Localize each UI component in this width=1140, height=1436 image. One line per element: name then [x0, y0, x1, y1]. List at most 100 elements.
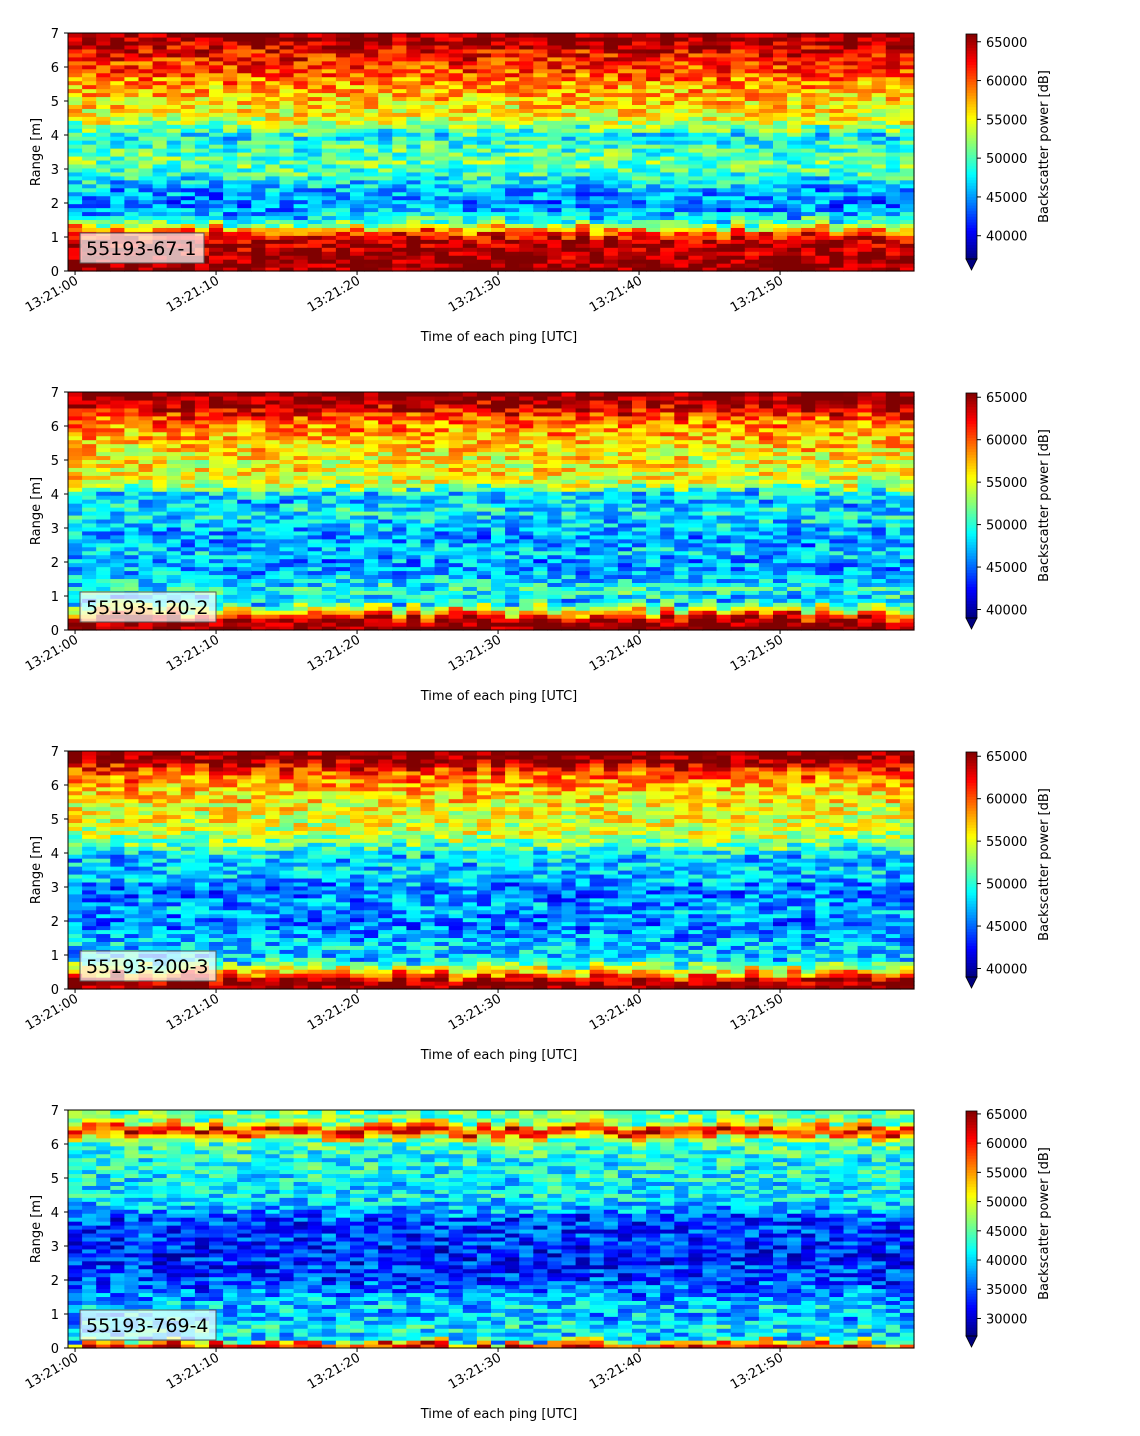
heatmap-cell	[166, 471, 182, 476]
heatmap-cell	[265, 155, 281, 161]
heatmap-cell	[307, 33, 323, 38]
heatmap-cell	[364, 215, 379, 221]
heatmap-cell	[350, 136, 365, 141]
heatmap-cell	[110, 40, 125, 46]
heatmap-cell	[505, 76, 520, 82]
heatmap-cell	[787, 259, 802, 264]
x-axis-label: Time of each ping [UTC]	[420, 330, 578, 345]
heatmap-cell	[180, 499, 196, 504]
heatmap-cell	[265, 602, 281, 607]
heatmap-cell	[533, 132, 548, 137]
heatmap-cell	[533, 235, 548, 240]
heatmap-cell	[462, 187, 478, 193]
heatmap-cell	[589, 231, 605, 236]
heatmap-cell	[335, 447, 351, 453]
colorbar-step	[966, 149, 977, 153]
heatmap-cell	[716, 263, 732, 268]
heatmap-cell	[335, 243, 351, 248]
heatmap-cell	[519, 56, 534, 62]
heatmap-cell	[462, 235, 478, 240]
heatmap-cell	[335, 255, 351, 260]
heatmap-cell	[152, 72, 168, 78]
heatmap-cell	[124, 522, 140, 528]
heatmap-cell	[321, 495, 337, 500]
heatmap-cell	[180, 550, 196, 556]
heatmap-cell	[885, 259, 901, 264]
heatmap-cell	[547, 179, 563, 185]
heatmap-cell	[335, 518, 351, 524]
heatmap-cell	[293, 239, 309, 244]
heatmap-cell	[688, 203, 704, 209]
heatmap-cell	[209, 223, 224, 228]
heatmap-cell	[801, 144, 816, 149]
heatmap-cell	[491, 263, 506, 268]
heatmap-cell	[702, 112, 718, 117]
heatmap-cell	[674, 227, 689, 232]
heatmap-cell	[885, 231, 901, 236]
heatmap-cell	[251, 263, 266, 268]
colorbar-step	[966, 59, 977, 63]
heatmap-cell	[110, 435, 125, 441]
heatmap-cell	[209, 582, 224, 587]
heatmap-cell	[829, 267, 845, 272]
heatmap-cell	[491, 48, 506, 54]
heatmap-cell	[194, 586, 210, 591]
heatmap-cell	[885, 40, 901, 46]
heatmap-cell	[166, 578, 182, 583]
heatmap-cell	[138, 195, 154, 201]
heatmap-cell	[871, 96, 887, 102]
heatmap-cell	[194, 538, 210, 544]
heatmap-cell	[194, 467, 210, 472]
heatmap-cell	[265, 179, 281, 185]
heatmap-cell	[209, 566, 224, 572]
heatmap-cell	[307, 227, 323, 232]
heatmap-cell	[293, 626, 309, 631]
heatmap-cell	[702, 239, 718, 244]
heatmap-cell	[392, 60, 407, 66]
heatmap-cell	[505, 163, 520, 169]
heatmap-cell	[617, 96, 633, 102]
heatmap-cell	[519, 60, 534, 66]
heatmap-cell	[279, 120, 295, 125]
colorbar-step	[966, 34, 977, 38]
heatmap-cell	[350, 626, 365, 631]
heatmap-cell	[899, 64, 915, 70]
heatmap-cell	[321, 144, 337, 149]
heatmap-cell	[335, 415, 351, 421]
heatmap-cell	[237, 586, 252, 591]
heatmap-cell	[561, 167, 577, 173]
heatmap-cell	[223, 507, 238, 512]
heatmap-cell	[335, 247, 351, 252]
heatmap-cell	[194, 159, 210, 165]
heatmap-cell	[321, 88, 337, 94]
heatmap-cell	[899, 219, 915, 224]
heatmap-cell	[68, 191, 83, 197]
heatmap-cell	[547, 140, 563, 145]
heatmap-cell	[265, 471, 281, 476]
heatmap-cell	[265, 507, 281, 512]
heatmap-cell	[899, 255, 915, 260]
heatmap-cell	[899, 267, 915, 272]
heatmap-cell	[899, 84, 915, 90]
heatmap-cell	[209, 187, 224, 193]
heatmap-cell	[730, 124, 746, 129]
heatmap-cell	[335, 423, 351, 429]
heatmap-cell	[124, 187, 140, 193]
heatmap-cell	[758, 52, 774, 58]
heatmap-cell	[857, 92, 873, 98]
heatmap-cell	[350, 467, 365, 472]
heatmap-cell	[166, 455, 182, 461]
heatmap-cell	[180, 223, 196, 228]
heatmap-cell	[293, 144, 309, 149]
colorbar: 400004500050000550006000065000Backscatte…	[965, 33, 1052, 271]
heatmap-cell	[350, 431, 365, 437]
heatmap-cell	[321, 550, 337, 556]
heatmap-cell	[448, 40, 464, 46]
heatmap-cell	[420, 60, 436, 66]
heatmap-cell	[603, 191, 619, 197]
heatmap-cell	[279, 40, 295, 46]
heatmap-cell	[321, 183, 337, 189]
heatmap-cell	[575, 187, 591, 193]
heatmap-cell	[448, 235, 464, 240]
heatmap-cell	[110, 267, 125, 272]
